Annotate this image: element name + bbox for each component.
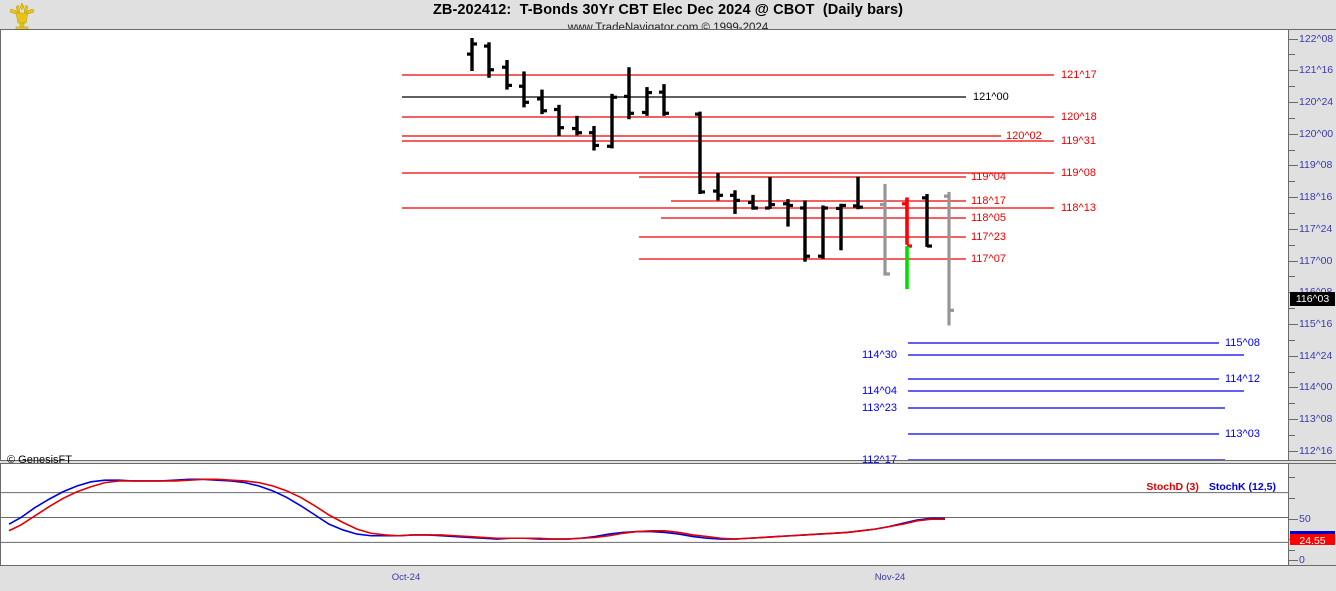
price-axis-minor-tick (1289, 117, 1295, 119)
price-axis-tick (1289, 38, 1298, 40)
genesis-trophy-icon (5, 1, 39, 31)
date-axis-label: Oct-24 (391, 572, 421, 583)
price-axis-tick (1289, 355, 1298, 357)
price-level-label: 118^13 (1061, 202, 1096, 214)
price-axis-minor-tick (1289, 244, 1295, 246)
price-axis-label: 117^24 (1299, 222, 1333, 235)
price-axis-minor-tick (1289, 149, 1295, 151)
price-axis-tick (1289, 387, 1298, 389)
price-axis-minor-tick (1289, 403, 1295, 405)
stoch-axis-tick (1289, 518, 1298, 520)
price-axis-tick (1289, 450, 1298, 452)
stochd-legend-label: StochD (3) (1146, 481, 1199, 493)
price-axis-label: 118^16 (1299, 191, 1333, 204)
price-level-label: 120^18 (1061, 111, 1097, 123)
price-level-label: 119^04 (971, 171, 1006, 183)
price-level-label: 113^23 (862, 402, 897, 414)
price-axis-tick (1289, 133, 1298, 135)
price-level-label: 114^30 (862, 349, 897, 361)
price-axis-minor-tick (1289, 371, 1295, 373)
price-chart-panel[interactable]: 121^17 120^18 119^31 120^02 119^08 119^04 118^… (0, 29, 1289, 466)
price-axis-tick (1289, 70, 1298, 72)
price-axis-minor-tick (1289, 86, 1295, 88)
price-axis[interactable]: 122^08 121^16 120^24 120^00 119^08 118^16 117^… (1289, 29, 1336, 461)
price-axis-tick (1289, 419, 1298, 421)
price-axis-label: 113^08 (1299, 413, 1333, 426)
price-level-label: 121^17 (1061, 69, 1097, 81)
price-axis-label: 121^16 (1299, 64, 1334, 77)
price-level-label: 114^12 (1225, 373, 1260, 385)
stoch-axis-tick (1289, 560, 1298, 561)
price-axis-tick (1289, 165, 1298, 167)
price-level-label: 117^23 (971, 231, 1006, 243)
price-axis-minor-tick (1289, 54, 1295, 56)
stoch-axis-minor-tick (1289, 477, 1295, 478)
price-axis-minor-tick (1289, 434, 1295, 436)
stoch-axis-minor-tick (1289, 550, 1295, 552)
price-axis-tick (1289, 324, 1298, 325)
price-axis-label: 114^24 (1299, 349, 1333, 362)
chart-title: ZB-202412: T-Bonds 30Yr CBT Elec Dec 202… (432, 2, 904, 18)
price-level-label: 120^02 (1006, 130, 1042, 142)
price-axis-label: 119^08 (1299, 159, 1333, 172)
price-axis-tick (1289, 260, 1298, 262)
price-axis-tick (1289, 228, 1298, 230)
price-level-label: 119^31 (1061, 135, 1096, 147)
stoch-value-readout[interactable]: 24.55 (1290, 530, 1335, 547)
price-level-label: 118^17 (971, 195, 1006, 207)
price-level-label: 113^03 (1225, 428, 1260, 440)
price-axis-minor-tick (1289, 213, 1295, 215)
price-axis-tick (1289, 102, 1298, 104)
price-axis-label: 114^00 (1299, 381, 1333, 394)
stoch-axis-minor-tick (1289, 497, 1295, 499)
price-axis-label: 117^00 (1299, 254, 1333, 267)
price-axis-label: 120^24 (1299, 96, 1334, 109)
stoch-axis-label: 50 (1299, 512, 1311, 525)
chart-header: ZB-202412: T-Bonds 30Yr CBT Elec Dec 202… (0, 0, 1336, 34)
price-plot-svg (402, 38, 1244, 460)
date-axis[interactable]: Oct-24 Nov-24 (0, 566, 1336, 591)
stochk-legend-label: StochK (12,5) (1208, 481, 1276, 493)
price-axis-tick (1289, 197, 1298, 199)
price-level-label: 114^04 (862, 385, 897, 397)
stochastic-legend: StochD (3) StochK (12,5) (1129, 469, 1276, 505)
price-axis-label: 115^16 (1299, 318, 1333, 330)
price-axis-label: 122^08 (1299, 32, 1334, 45)
price-level-label: 118^05 (971, 212, 1006, 224)
price-axis-minor-tick (1289, 339, 1295, 341)
price-axis-minor-tick (1289, 308, 1295, 310)
price-level-label: 117^07 (971, 253, 1006, 265)
price-level-label: 115^08 (1225, 337, 1260, 349)
price-axis-minor-tick (1289, 181, 1295, 183)
stoch-axis-label: 0 (1299, 554, 1305, 566)
stochastic-panel[interactable]: StochD (3) StochK (12,5) (0, 463, 1289, 566)
stochastic-axis[interactable]: 50 0 24.55 (1289, 463, 1336, 566)
date-axis-label: Nov-24 (874, 572, 906, 583)
price-axis-minor-tick (1289, 276, 1295, 278)
price-level-label: 119^08 (1061, 167, 1096, 179)
last-price-readout[interactable]: 116^03 (1290, 292, 1335, 307)
stochastic-plot-svg (1, 478, 1288, 543)
price-axis-label: 120^00 (1299, 127, 1334, 140)
price-level-label: 121^00 (973, 91, 1009, 103)
price-axis-label: 112^16 (1299, 444, 1333, 457)
